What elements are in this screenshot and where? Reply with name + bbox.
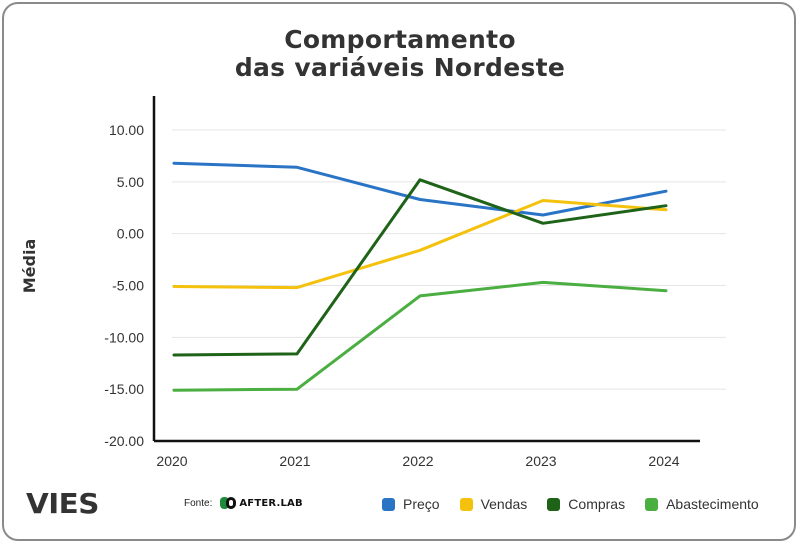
x-tick-label: 2024 <box>648 453 679 469</box>
brand-logo: VIES <box>26 487 99 520</box>
legend-item: Abastecimento <box>645 496 759 512</box>
y-axis-label: Média <box>20 239 39 294</box>
legend-label: Vendas <box>480 496 528 512</box>
source-label: Fonte: <box>184 497 213 509</box>
x-tick-label: 2020 <box>156 453 187 469</box>
legend-swatch <box>547 497 561 511</box>
legend-label: Compras <box>568 496 626 512</box>
legend-swatch <box>382 497 395 511</box>
legend-item: Preço <box>382 496 440 512</box>
y-tick-label: 0.00 <box>117 226 144 242</box>
series-line-compras <box>172 178 668 357</box>
y-tick-label: -10.00 <box>104 329 144 345</box>
source-credit: Fonte: AFTER.LAB <box>184 496 303 510</box>
chart-title-line2: das variáveis Nordeste <box>234 53 566 82</box>
y-tick-label: 10.00 <box>109 122 144 138</box>
chart-title: Comportamento das variáveis Nordeste <box>0 26 800 82</box>
legend-label: Preço <box>403 496 440 512</box>
y-tick-label: -20.00 <box>104 433 144 449</box>
y-tick-label: 5.00 <box>117 174 144 190</box>
series-line-preço <box>172 161 668 217</box>
legend-swatch <box>645 497 659 511</box>
x-tick-label: 2021 <box>279 453 310 469</box>
x-tick-label: 2023 <box>525 453 556 469</box>
source-name: AFTER.LAB <box>239 497 303 509</box>
y-tick-label: -15.00 <box>104 381 144 397</box>
legend-swatch <box>459 497 473 511</box>
chart-legend: Preço Vendas Compras Abastecimento <box>382 496 759 512</box>
legend-item: Vendas <box>459 496 528 512</box>
afterlab-logo-icon <box>220 496 237 510</box>
series-line-abastecimento <box>172 280 668 392</box>
y-tick-label: -5.00 <box>112 278 144 294</box>
chart-title-line1: Comportamento <box>284 25 516 54</box>
legend-item: Compras <box>547 496 625 512</box>
x-tick-label: 2022 <box>402 453 433 469</box>
legend-label: Abastecimento <box>666 496 759 512</box>
series-line-vendas <box>172 199 668 290</box>
